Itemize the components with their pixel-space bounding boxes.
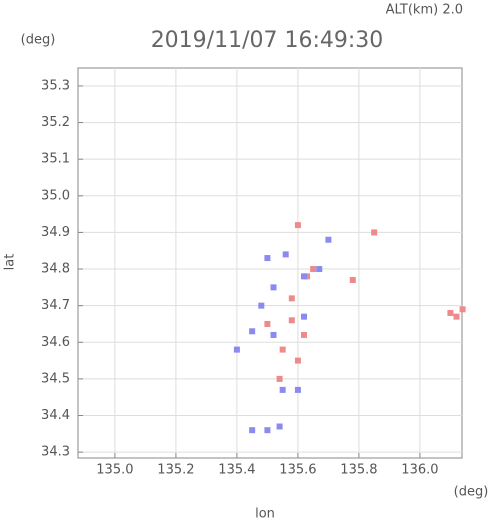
echo-point [349, 277, 356, 284]
plot-frame [77, 67, 463, 459]
x-tick-label: 135.4 [218, 463, 255, 478]
y-tick-label: 34.8 [41, 262, 70, 277]
y-tick-label: 35.1 [41, 152, 70, 167]
y-tick-label: 35.2 [41, 115, 70, 130]
echo-point [279, 386, 286, 393]
echo-point [301, 331, 308, 338]
echo-point [301, 313, 308, 320]
echo-point [270, 284, 277, 291]
echo-point [282, 251, 289, 258]
y-tick-label: 34.9 [41, 225, 70, 240]
echo-point [294, 386, 301, 393]
echo-point [288, 295, 295, 302]
x-axis-label: lon [255, 507, 275, 521]
echo-point [279, 346, 286, 353]
echo-point [233, 346, 240, 353]
x-tick-label: 136.0 [401, 463, 438, 478]
y-tick-label: 35.0 [41, 188, 70, 203]
echo-point [459, 306, 466, 313]
echo-point [304, 273, 311, 280]
y-tick-label: 34.6 [41, 335, 70, 350]
echo-point [270, 331, 277, 338]
echo-point [276, 423, 283, 430]
echo-point [264, 255, 271, 262]
echo-point [288, 317, 295, 324]
x-tick-label: 135.0 [96, 463, 133, 478]
echo-point [249, 427, 256, 434]
echo-point [447, 309, 454, 316]
echo-point [371, 229, 378, 236]
echo-point [301, 273, 308, 280]
echo-point [316, 266, 323, 273]
y-tick-label: 35.3 [41, 78, 70, 93]
x-tick-label: 135.6 [279, 463, 316, 478]
x-tick-label: 135.2 [157, 463, 194, 478]
echo-point [264, 320, 271, 327]
echo-point [325, 236, 332, 243]
echo-point [294, 222, 301, 229]
echo-point [294, 357, 301, 364]
x-unit: (deg) [454, 485, 489, 500]
echo-point [453, 313, 460, 320]
y-tick-label: 34.7 [41, 298, 70, 313]
subtitle: ALT(km) 2.0 [386, 3, 463, 18]
x-tick-label: 135.8 [340, 463, 377, 478]
y-tick-label: 34.3 [41, 445, 70, 460]
echo-point [264, 427, 271, 434]
echo-point [249, 328, 256, 335]
echo-point [310, 266, 317, 273]
chart-title: 2019/11/07 16:49:30 [151, 28, 384, 53]
y-unit: (deg) [21, 33, 56, 48]
y-tick-label: 34.4 [41, 408, 70, 423]
y-tick-label: 34.5 [41, 371, 70, 386]
y-axis-label: lat [3, 254, 18, 271]
echo-point [276, 375, 283, 382]
echo-point [258, 302, 265, 309]
